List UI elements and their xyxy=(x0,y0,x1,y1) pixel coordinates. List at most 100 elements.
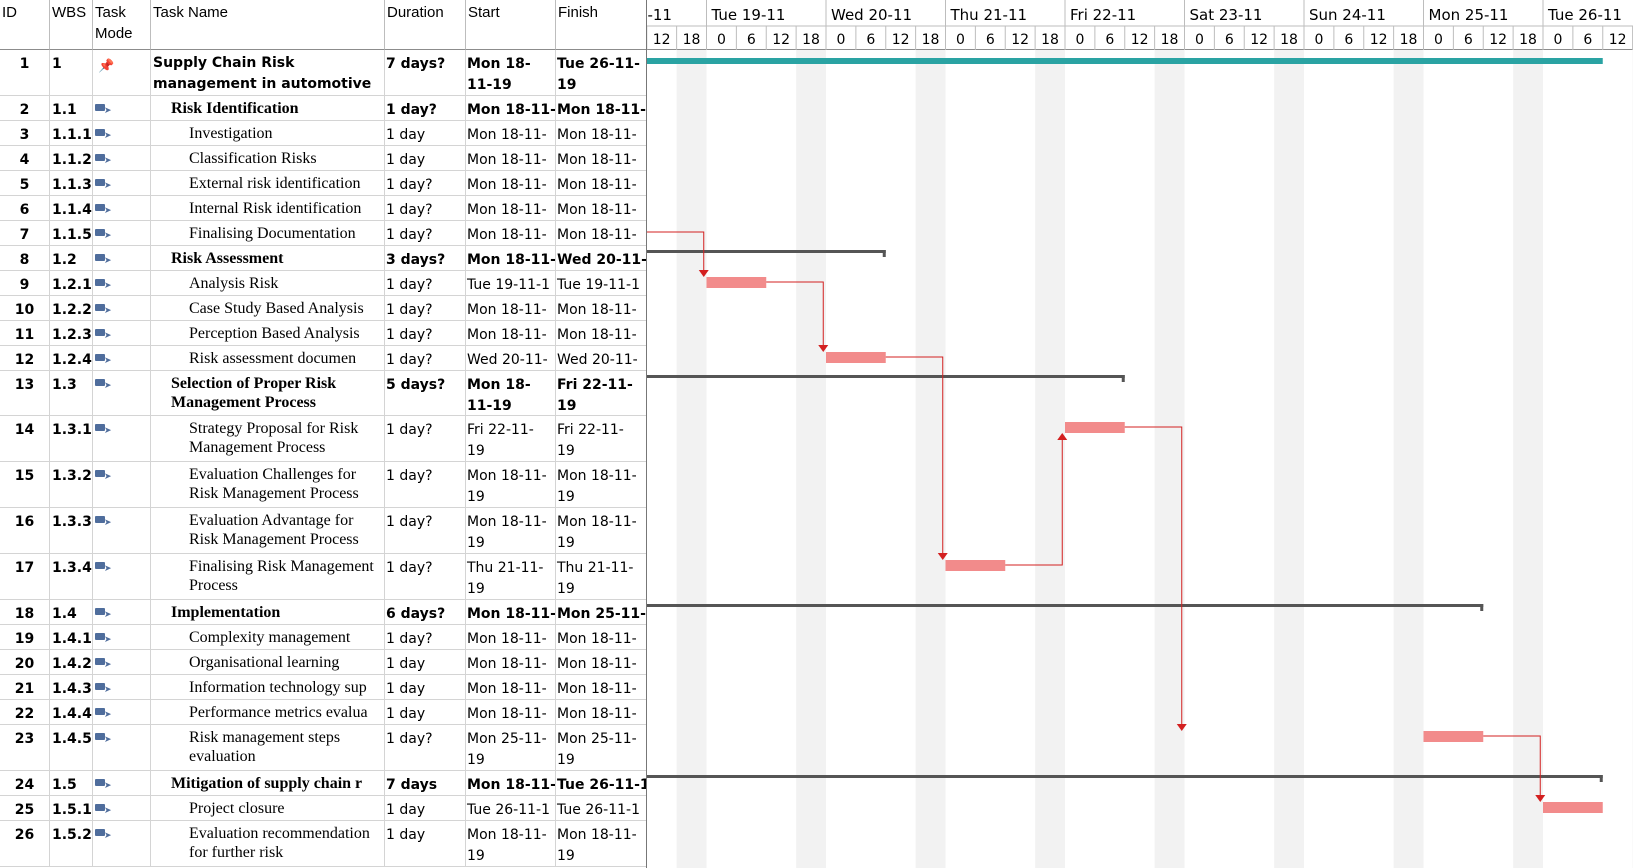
task-name[interactable]: Performance metrics evalua xyxy=(151,700,385,724)
task-name[interactable]: Analysis Risk xyxy=(151,271,385,295)
task-mode[interactable]: ➤ xyxy=(93,121,151,145)
task-finish[interactable]: Mon 18-11- xyxy=(557,127,637,143)
task-name[interactable]: Evaluation Advantage for Risk Management… xyxy=(151,508,385,553)
task-start[interactable]: Mon 18-11- xyxy=(466,700,556,724)
task-mode[interactable]: ➤ xyxy=(93,771,151,795)
task-finish[interactable]: Fri 22-11-19 xyxy=(557,422,624,459)
column-header-start[interactable]: Start xyxy=(466,0,556,50)
task-duration[interactable]: 1 day xyxy=(385,650,466,674)
task-start[interactable]: Mon 25-11-19 xyxy=(466,725,556,770)
task-name[interactable]: Supply Chain Risk management in automoti… xyxy=(151,50,385,95)
column-header-task-name[interactable]: Task Name xyxy=(151,0,385,50)
task-row[interactable]: 3 1.1.1 ➤ Investigation 1 day Mon 18-11- Mon 1… xyxy=(0,121,646,146)
column-header-finish[interactable]: Finish xyxy=(556,0,646,50)
task-finish[interactable]: Mon 18-11- xyxy=(557,327,637,343)
task-name[interactable]: Internal Risk identification xyxy=(151,196,385,220)
task-row[interactable]: 25 1.5.1 ➤ Project closure 1 day Tue 26-11-1 T… xyxy=(0,796,646,821)
task-finish[interactable]: Thu 21-11-19 xyxy=(557,560,634,597)
task-duration[interactable]: 1 day xyxy=(385,121,466,145)
task-finish[interactable]: Wed 20-11- xyxy=(557,352,638,368)
task-duration[interactable]: 1 day xyxy=(385,821,466,866)
task-duration[interactable]: 1 day? xyxy=(385,725,466,770)
task-row[interactable]: 1 1 📌 Supply Chain Risk management in autom… xyxy=(0,50,646,96)
task-row[interactable]: 8 1.2 ➤ Risk Assessment 3 days? Mon 18-11- Wed… xyxy=(0,246,646,271)
task-mode[interactable]: ➤ xyxy=(93,821,151,866)
task-name[interactable]: Classification Risks xyxy=(151,146,385,170)
task-mode[interactable]: ➤ xyxy=(93,554,151,599)
task-row[interactable]: 9 1.2.1 ➤ Analysis Risk 1 day? Tue 19-11-1 Tue… xyxy=(0,271,646,296)
task-duration[interactable]: 1 day? xyxy=(385,196,466,220)
task-finish[interactable]: Mon 18-11- xyxy=(557,202,637,218)
task-start[interactable]: Mon 18-11- xyxy=(466,246,556,270)
task-name[interactable]: Case Study Based Analysis xyxy=(151,296,385,320)
task-row[interactable]: 22 1.4.4 ➤ Performance metrics evalua 1 day M… xyxy=(0,700,646,725)
task-name[interactable]: Implementation xyxy=(151,600,385,624)
task-duration[interactable]: 3 days? xyxy=(385,246,466,270)
task-finish[interactable]: Mon 18-11- xyxy=(557,102,646,118)
task-finish[interactable]: Tue 26-11-1 xyxy=(557,777,646,793)
task-finish[interactable]: Mon 18-11-19 xyxy=(557,468,637,505)
task-start[interactable]: Mon 18-11- xyxy=(466,675,556,699)
task-start[interactable]: Mon 18-11- xyxy=(466,196,556,220)
task-start[interactable]: Thu 21-11-19 xyxy=(466,554,556,599)
task-name[interactable]: External risk identification xyxy=(151,171,385,195)
task-finish[interactable]: Tue 19-11-1 xyxy=(557,277,641,293)
task-mode[interactable]: ➤ xyxy=(93,296,151,320)
gantt-chart[interactable]: Mon 18-11 0 6 12 18 Tue 19-11 0 6 12 18 Wed 20-11 0… xyxy=(646,0,1633,868)
task-mode[interactable]: ➤ xyxy=(93,346,151,370)
task-row[interactable]: 15 1.3.2 ➤ Evaluation Challenges for Risk M… xyxy=(0,462,646,508)
task-duration[interactable]: 1 day? xyxy=(385,625,466,649)
task-mode[interactable]: 📌 xyxy=(93,50,151,95)
task-name[interactable]: Mitigation of supply chain r xyxy=(151,771,385,795)
task-row[interactable]: 21 1.4.3 ➤ Information technology sup 1 day M… xyxy=(0,675,646,700)
task-start[interactable]: Mon 18-11- xyxy=(466,221,556,245)
task-name[interactable]: Information technology sup xyxy=(151,675,385,699)
task-name[interactable]: Selection of Proper Risk Management Proc… xyxy=(151,371,385,415)
task-name[interactable]: Strategy Proposal for Risk Management Pr… xyxy=(151,416,385,461)
task-name[interactable]: Evaluation recommendation for further ri… xyxy=(151,821,385,866)
task-row[interactable]: 18 1.4 ➤ Implementation 6 days? Mon 18-11- Mon… xyxy=(0,600,646,625)
task-start[interactable]: Mon 18-11- xyxy=(466,96,556,120)
task-start[interactable]: Mon 18-11- xyxy=(466,171,556,195)
task-duration[interactable]: 1 day? xyxy=(385,321,466,345)
task-duration[interactable]: 5 days? xyxy=(385,371,466,415)
task-duration[interactable]: 1 day? xyxy=(385,416,466,461)
task-name[interactable]: Finalising Documentation xyxy=(151,221,385,245)
task-start[interactable]: Mon 18-11-19 xyxy=(466,50,556,95)
task-start[interactable]: Mon 18-11- xyxy=(466,600,556,624)
task-finish[interactable]: Mon 25-11- xyxy=(557,606,646,622)
task-duration[interactable]: 1 day? xyxy=(385,171,466,195)
task-row[interactable]: 17 1.3.4 ➤ Finalising Risk Management Proce… xyxy=(0,554,646,600)
task-mode[interactable]: ➤ xyxy=(93,700,151,724)
task-mode[interactable]: ➤ xyxy=(93,796,151,820)
task-row[interactable]: 13 1.3 ➤ Selection of Proper Risk Managemen… xyxy=(0,371,646,416)
task-row[interactable]: 19 1.4.1 ➤ Complexity management 1 day? Mon 1… xyxy=(0,625,646,650)
task-name[interactable]: Risk Assessment xyxy=(151,246,385,270)
task-name[interactable]: Evaluation Challenges for Risk Managemen… xyxy=(151,462,385,507)
task-finish[interactable]: Mon 18-11- xyxy=(557,656,637,672)
task-row[interactable]: 7 1.1.5 ➤ Finalising Documentation 1 day? Mon… xyxy=(0,221,646,246)
task-name[interactable]: Perception Based Analysis xyxy=(151,321,385,345)
task-row[interactable]: 16 1.3.3 ➤ Evaluation Advantage for Risk Ma… xyxy=(0,508,646,554)
task-mode[interactable]: ➤ xyxy=(93,600,151,624)
task-finish[interactable]: Mon 18-11- xyxy=(557,302,637,318)
task-finish[interactable]: Mon 18-11- xyxy=(557,681,637,697)
task-mode[interactable]: ➤ xyxy=(93,146,151,170)
task-start[interactable]: Mon 18-11- xyxy=(466,321,556,345)
task-mode[interactable]: ➤ xyxy=(93,416,151,461)
task-finish[interactable]: Mon 18-11-19 xyxy=(557,827,637,864)
task-mode[interactable]: ➤ xyxy=(93,675,151,699)
task-mode[interactable]: ➤ xyxy=(93,725,151,770)
task-duration[interactable]: 7 days xyxy=(385,771,466,795)
task-duration[interactable]: 1 day? xyxy=(385,508,466,553)
task-name[interactable]: Project closure xyxy=(151,796,385,820)
task-mode[interactable]: ➤ xyxy=(93,196,151,220)
task-duration[interactable]: 1 day xyxy=(385,700,466,724)
task-start[interactable]: Mon 18-11- xyxy=(466,146,556,170)
task-duration[interactable]: 6 days? xyxy=(385,600,466,624)
task-row[interactable]: 4 1.1.2 ➤ Classification Risks 1 day Mon 18-1… xyxy=(0,146,646,171)
task-start[interactable]: Mon 18-11-19 xyxy=(466,508,556,553)
task-name[interactable]: Investigation xyxy=(151,121,385,145)
task-name[interactable]: Risk Identification xyxy=(151,96,385,120)
